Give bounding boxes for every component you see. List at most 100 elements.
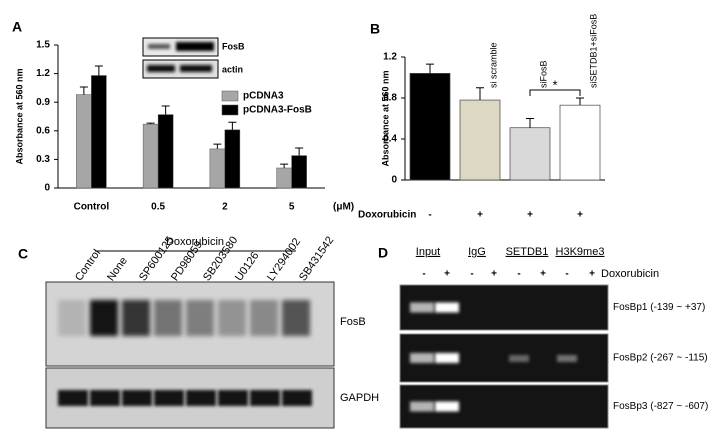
band: [435, 302, 459, 313]
legend-swatch: [221, 104, 239, 116]
band: [509, 355, 529, 362]
y-tick-label: 0: [44, 183, 50, 194]
y-tick-label: 0: [391, 175, 397, 186]
x-unit: (μM): [333, 202, 354, 213]
gel: [399, 384, 609, 429]
bar: [209, 148, 226, 189]
band: [557, 355, 577, 362]
group-label: IgG: [468, 246, 486, 258]
error-bar: [213, 143, 222, 149]
bar: [224, 129, 241, 189]
panel-label: A: [12, 19, 22, 35]
x-tick-label: 5: [289, 202, 295, 213]
error-bar: [228, 121, 237, 130]
bar: [459, 99, 501, 181]
treatment-sign: -: [428, 210, 431, 221]
error-bar: [94, 65, 103, 76]
blot-label: GAPDH: [340, 392, 379, 404]
bar: [409, 73, 451, 181]
y-axis-label: Absorbance at 560 nm: [14, 68, 24, 164]
bar: [76, 94, 92, 189]
x-tick-label: 0.5: [151, 202, 165, 213]
treatment-sign: +: [540, 269, 546, 280]
band: [122, 390, 152, 406]
group-label: Input: [416, 246, 440, 258]
bar: [509, 127, 551, 181]
group-label: H3K9me3: [556, 246, 605, 258]
treatment-sign: +: [577, 210, 583, 221]
row-label: FosBp1 (-139 ~ +37): [613, 302, 705, 313]
y-axis-label: Absorbance at 560 nm: [380, 70, 390, 166]
lane-label: SB431542: [297, 234, 336, 283]
band: [435, 401, 459, 412]
band: [154, 390, 184, 406]
x-tick-label: 2: [222, 202, 228, 213]
legend-swatch: [221, 90, 239, 102]
band: [58, 390, 88, 406]
error-bar: [146, 122, 155, 125]
row-label: FosBp2 (-267 ~ -115): [613, 353, 708, 364]
treatment-sign: -: [565, 269, 568, 280]
bar-label: si scramble: [488, 42, 498, 88]
legend-label: pCDNA3: [243, 91, 284, 102]
band: [250, 300, 278, 336]
bar: [142, 123, 159, 189]
x-tick-label: Control: [74, 202, 110, 213]
band: [218, 300, 246, 336]
error-bar: [526, 118, 534, 128]
error-bar: [161, 105, 170, 115]
bar: [291, 155, 307, 189]
band: [218, 390, 248, 406]
band: [180, 65, 212, 72]
band: [282, 390, 312, 406]
y-tick-label: 1.5: [36, 40, 50, 51]
inset-label: actin: [222, 64, 243, 74]
panel-label: D: [378, 245, 388, 261]
treatment-label: Doxorubicin: [601, 268, 659, 280]
panel-label: B: [370, 21, 380, 37]
treatment-sign: -: [517, 269, 520, 280]
blot-label: FosB: [340, 316, 366, 328]
y-tick-label: 0.8: [383, 93, 397, 104]
bar-label: siFosB: [538, 60, 548, 88]
y-tick-label: 0.6: [36, 125, 50, 136]
treatment-sign: +: [444, 269, 450, 280]
band: [154, 300, 182, 336]
bar: [276, 167, 292, 189]
error-bar: [576, 97, 584, 106]
band: [410, 302, 434, 313]
y-tick-label: 0.4: [383, 134, 397, 145]
significance-star: *: [552, 77, 557, 92]
band: [186, 300, 214, 336]
treatment-label: Doxorubicin: [166, 236, 224, 248]
treatment-sign: +: [589, 269, 595, 280]
band: [58, 300, 86, 336]
row-label: FosBp3 (-827 ~ -607): [613, 401, 708, 412]
lane-label: None: [105, 255, 130, 283]
band: [435, 353, 459, 363]
band: [410, 353, 434, 363]
bar-label: siSETDB1+siFosB: [588, 14, 598, 88]
y-tick-label: 1.2: [383, 52, 397, 63]
band: [186, 390, 216, 406]
error-bar: [280, 163, 289, 168]
significance-bracket: [529, 89, 581, 96]
lane-label: U0126: [233, 250, 261, 283]
band: [90, 300, 118, 336]
y-tick-label: 0.9: [36, 97, 50, 108]
band: [250, 390, 280, 406]
x-axis-label: Doxorubicin: [358, 210, 416, 221]
legend-label: pCDNA3-FosB: [243, 105, 312, 116]
panel-label: C: [18, 246, 28, 262]
band: [282, 300, 310, 336]
band: [410, 401, 434, 412]
error-bar: [426, 63, 434, 74]
gel: [399, 284, 609, 331]
bar: [157, 114, 174, 189]
treatment-sign: +: [477, 210, 483, 221]
treatment-sign: -: [422, 269, 425, 280]
bar: [559, 104, 601, 181]
bar: [91, 75, 107, 189]
band: [147, 65, 175, 72]
